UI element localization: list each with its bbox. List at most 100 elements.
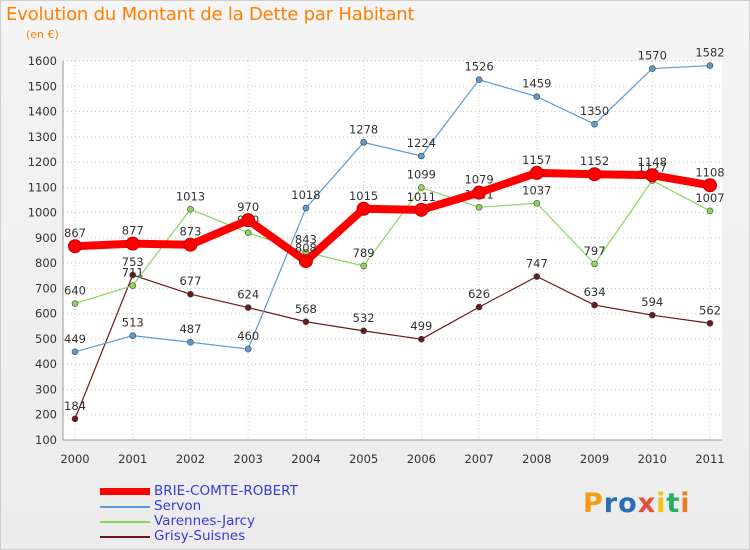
data-label: 1013 bbox=[176, 189, 205, 203]
y-tick-label: 1300 bbox=[28, 130, 57, 144]
data-point bbox=[129, 332, 137, 339]
x-tick-label: 2002 bbox=[176, 452, 205, 466]
data-point bbox=[703, 178, 717, 193]
x-tick-label: 2003 bbox=[234, 452, 263, 466]
data-point bbox=[241, 213, 256, 228]
series-line bbox=[74, 64, 711, 353]
logo-letter: x bbox=[637, 488, 657, 519]
data-label: 1127 bbox=[638, 161, 667, 175]
data-label: 594 bbox=[641, 295, 663, 309]
legend-swatch bbox=[100, 536, 150, 538]
y-tick-label: 900 bbox=[35, 231, 57, 245]
data-point bbox=[360, 139, 367, 146]
data-label: 568 bbox=[295, 302, 317, 316]
data-point bbox=[360, 262, 367, 270]
data-label: 1278 bbox=[349, 122, 378, 136]
data-label: 1099 bbox=[407, 168, 436, 182]
data-label: 1148 bbox=[638, 155, 667, 169]
x-tick-label: 2008 bbox=[522, 452, 551, 466]
data-point bbox=[71, 348, 79, 356]
data-point bbox=[591, 120, 598, 128]
data-label: 1015 bbox=[349, 189, 378, 203]
data-label: 753 bbox=[122, 255, 144, 269]
chart-subtitle: (en €) bbox=[26, 28, 59, 41]
x-tick-label: 2000 bbox=[60, 452, 89, 466]
y-tick-label: 700 bbox=[35, 281, 57, 295]
data-label: 640 bbox=[64, 284, 86, 298]
data-point bbox=[302, 204, 310, 212]
chart-title: Evolution du Montant de la Dette par Hab… bbox=[6, 4, 415, 25]
logo-letter: o bbox=[618, 488, 638, 519]
data-label: 867 bbox=[64, 226, 86, 240]
data-label: 677 bbox=[179, 274, 201, 288]
logo-letter: i bbox=[656, 488, 667, 519]
data-label: 1157 bbox=[522, 153, 551, 167]
data-point bbox=[591, 260, 598, 268]
data-point bbox=[587, 167, 602, 182]
x-tick-label: 2004 bbox=[291, 452, 320, 466]
data-point bbox=[71, 300, 79, 307]
data-label: 449 bbox=[64, 332, 86, 346]
data-label: 1350 bbox=[580, 104, 609, 118]
data-point bbox=[418, 335, 425, 343]
data-point bbox=[298, 254, 313, 269]
data-label: 513 bbox=[122, 316, 144, 330]
data-point bbox=[244, 304, 252, 311]
data-point bbox=[418, 152, 425, 160]
data-point bbox=[187, 290, 194, 298]
data-point bbox=[71, 415, 79, 423]
legend-label: Servon bbox=[154, 498, 202, 514]
logo-letter: i bbox=[680, 488, 691, 519]
data-label: 808 bbox=[295, 241, 317, 255]
data-label: 562 bbox=[699, 303, 721, 317]
plot-area bbox=[63, 61, 722, 440]
legend-swatch bbox=[100, 521, 150, 523]
data-label: 747 bbox=[526, 257, 548, 271]
x-tick-label: 2011 bbox=[695, 452, 724, 466]
data-point bbox=[533, 93, 541, 100]
data-label: 1037 bbox=[522, 183, 551, 197]
y-tick-label: 300 bbox=[35, 382, 57, 396]
data-point bbox=[244, 345, 252, 353]
x-tick-label: 2006 bbox=[407, 452, 436, 466]
data-label: 626 bbox=[468, 287, 490, 301]
legend-swatch bbox=[100, 488, 150, 495]
data-point bbox=[414, 202, 429, 217]
data-point bbox=[472, 185, 487, 200]
data-point bbox=[475, 303, 483, 311]
series-line bbox=[74, 179, 711, 305]
data-label: 797 bbox=[584, 244, 606, 258]
data-point bbox=[706, 319, 714, 327]
series-line bbox=[71, 168, 714, 266]
data-label: 1570 bbox=[638, 49, 667, 63]
data-point bbox=[645, 168, 660, 183]
data-point bbox=[475, 203, 483, 211]
data-point bbox=[183, 237, 198, 252]
data-label: 711 bbox=[122, 266, 144, 280]
data-point bbox=[529, 165, 544, 180]
data-label: 1108 bbox=[695, 165, 724, 179]
proxiti-logo: Proxiti bbox=[583, 488, 691, 519]
data-point bbox=[356, 201, 371, 216]
y-tick-label: 1400 bbox=[28, 105, 57, 119]
data-point bbox=[360, 327, 367, 335]
logo-letter: P bbox=[583, 488, 604, 519]
data-label: 877 bbox=[122, 224, 144, 238]
data-label: 789 bbox=[353, 246, 375, 260]
legend-label: Varennes-Jarcy bbox=[154, 513, 256, 529]
data-point bbox=[418, 184, 425, 191]
data-label: 873 bbox=[179, 225, 201, 239]
y-tick-label: 400 bbox=[35, 357, 57, 371]
data-label: 499 bbox=[410, 319, 432, 333]
data-point bbox=[187, 206, 194, 213]
data-point bbox=[648, 311, 656, 319]
data-label: 532 bbox=[353, 311, 375, 325]
legend-swatch bbox=[100, 506, 150, 508]
data-point bbox=[706, 62, 714, 69]
data-label: 487 bbox=[179, 322, 201, 336]
x-tick-label: 2001 bbox=[118, 452, 147, 466]
data-point bbox=[706, 207, 714, 215]
data-point bbox=[187, 338, 194, 346]
data-point bbox=[129, 271, 137, 279]
data-point bbox=[591, 301, 598, 309]
